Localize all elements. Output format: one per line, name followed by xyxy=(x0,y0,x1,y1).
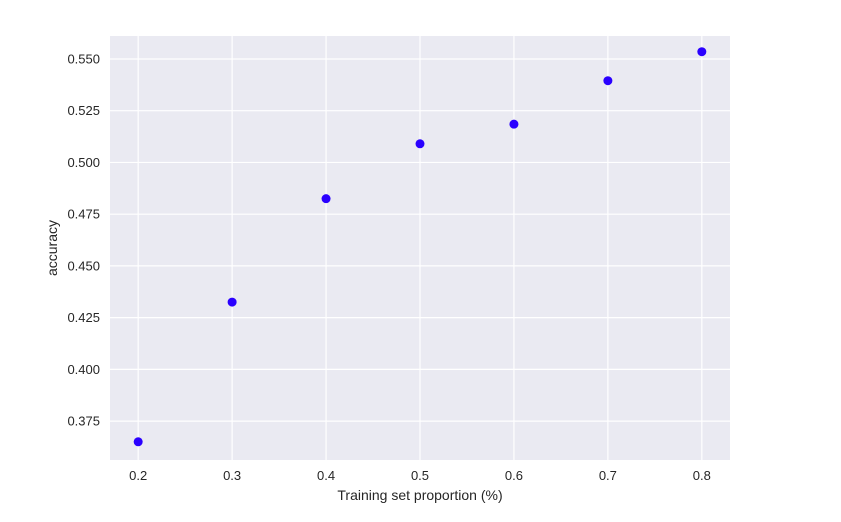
data-point xyxy=(603,76,613,86)
y-tick-label: 0.400 xyxy=(67,362,100,377)
data-point xyxy=(415,139,425,149)
x-tick-label: 0.2 xyxy=(129,468,147,483)
x-tick-label: 0.5 xyxy=(411,468,429,483)
y-tick-label: 0.525 xyxy=(67,103,100,118)
grid-lines xyxy=(110,36,730,460)
x-tick-label: 0.8 xyxy=(693,468,711,483)
x-tick-label: 0.7 xyxy=(599,468,617,483)
y-tick-label: 0.475 xyxy=(67,207,100,222)
y-axis-label: accuracy xyxy=(44,220,60,276)
data-point xyxy=(697,47,707,57)
y-axis-ticks: 0.375 0.400 0.425 0.450 0.475 0.500 0.525 0.550 xyxy=(67,51,100,428)
data-point xyxy=(227,297,237,307)
data-point xyxy=(133,437,143,447)
x-axis-label: Training set proportion (%) xyxy=(337,487,502,503)
data-point xyxy=(509,119,519,129)
x-axis-ticks: 0.2 0.3 0.4 0.5 0.6 0.7 0.8 xyxy=(129,468,711,483)
x-tick-label: 0.3 xyxy=(223,468,241,483)
y-tick-label: 0.500 xyxy=(67,155,100,170)
data-points xyxy=(133,47,707,447)
y-tick-label: 0.450 xyxy=(67,258,100,273)
y-tick-label: 0.550 xyxy=(67,51,100,66)
x-tick-label: 0.6 xyxy=(505,468,523,483)
y-tick-label: 0.375 xyxy=(67,414,100,429)
data-point xyxy=(321,194,331,204)
y-tick-label: 0.425 xyxy=(67,310,100,325)
x-tick-label: 0.4 xyxy=(317,468,335,483)
